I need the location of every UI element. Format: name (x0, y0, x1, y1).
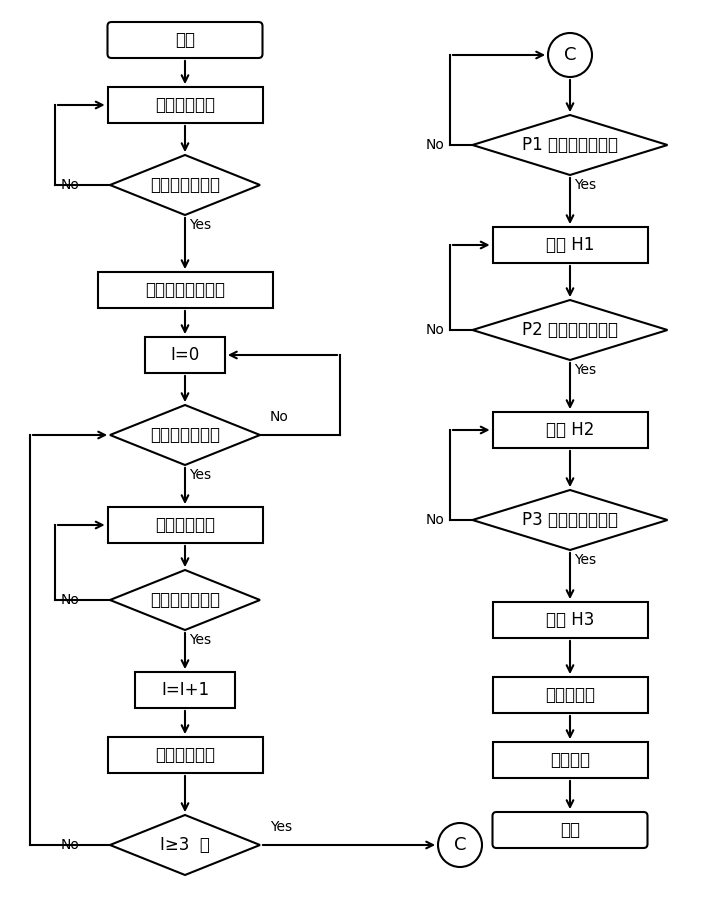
Text: No: No (425, 323, 444, 337)
Polygon shape (473, 300, 667, 360)
Text: Yes: Yes (189, 218, 211, 232)
Text: C: C (454, 836, 466, 854)
Text: No: No (270, 410, 289, 424)
Text: 绘刚度曲线: 绘刚度曲线 (545, 686, 595, 704)
Bar (492, 742, 648, 778)
Polygon shape (110, 570, 260, 630)
Polygon shape (110, 155, 260, 215)
Text: 启动下压程序: 启动下压程序 (155, 96, 215, 114)
Text: No: No (425, 138, 444, 152)
Bar (108, 507, 262, 543)
Text: Yes: Yes (574, 178, 596, 192)
FancyBboxPatch shape (492, 812, 648, 848)
Text: I≥3  ？: I≥3 ？ (160, 836, 210, 854)
Bar (492, 602, 648, 638)
Text: 力下降沿触发？: 力下降沿触发？ (150, 591, 220, 609)
Text: Yes: Yes (189, 468, 211, 482)
Text: P3 力上升沿触发？: P3 力上升沿触发？ (522, 511, 618, 529)
Text: 计算刚度: 计算刚度 (550, 751, 590, 769)
Text: 启动上拉程序: 启动上拉程序 (155, 516, 215, 534)
Text: 开始: 开始 (175, 31, 195, 49)
Bar (108, 87, 262, 123)
Bar (492, 227, 648, 263)
Circle shape (438, 823, 482, 867)
Text: 测量弹簧原始高度: 测量弹簧原始高度 (145, 281, 225, 299)
Bar (135, 672, 235, 708)
Text: No: No (61, 178, 80, 192)
Text: 力上升沿触发？: 力上升沿触发？ (150, 176, 220, 194)
Polygon shape (110, 815, 260, 875)
Text: No: No (61, 838, 80, 852)
Bar (97, 272, 273, 308)
Text: 测量 H1: 测量 H1 (546, 236, 594, 254)
Text: 测量 H3: 测量 H3 (546, 611, 594, 629)
Text: No: No (425, 513, 444, 527)
Polygon shape (110, 405, 260, 465)
Bar (145, 337, 225, 373)
Text: 压并位置触发？: 压并位置触发？ (150, 426, 220, 444)
Text: P1 力上升沿触发？: P1 力上升沿触发？ (522, 136, 618, 154)
Circle shape (548, 33, 592, 77)
Text: 启动下压程序: 启动下压程序 (155, 746, 215, 764)
Text: Yes: Yes (574, 553, 596, 567)
Text: Yes: Yes (189, 633, 211, 647)
Text: Yes: Yes (270, 820, 292, 834)
Text: C: C (563, 46, 577, 64)
Bar (108, 737, 262, 773)
Text: P2 力上升沿触发？: P2 力上升沿触发？ (522, 321, 618, 339)
Bar (492, 677, 648, 713)
Text: 结束: 结束 (560, 821, 580, 839)
Polygon shape (473, 115, 667, 175)
FancyBboxPatch shape (108, 22, 262, 58)
Text: I=0: I=0 (170, 346, 200, 364)
Bar (492, 412, 648, 448)
Text: 测量 H2: 测量 H2 (546, 421, 594, 439)
Text: Yes: Yes (574, 363, 596, 377)
Text: I=I+1: I=I+1 (161, 681, 209, 699)
Text: No: No (61, 593, 80, 607)
Polygon shape (473, 490, 667, 550)
